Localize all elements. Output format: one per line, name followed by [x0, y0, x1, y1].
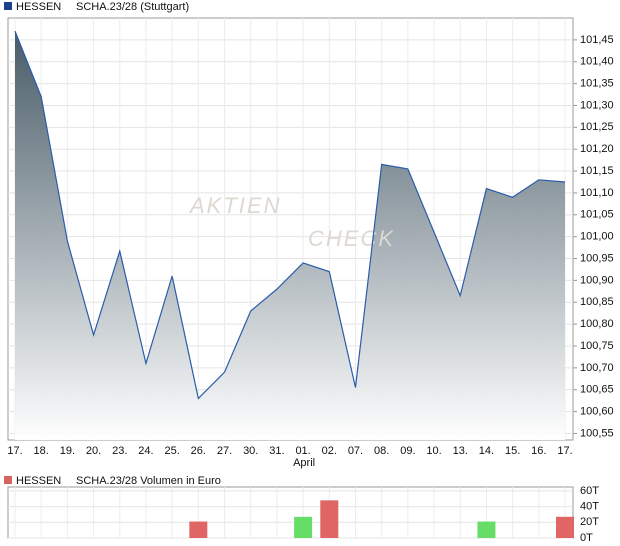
- y-tick-label: 100,75: [580, 340, 614, 352]
- y-tick-label: 101,35: [580, 78, 614, 90]
- y-tick-label: 20T: [580, 516, 599, 528]
- x-tick-label: 25.: [164, 445, 179, 457]
- watermark: CHECK: [308, 226, 395, 251]
- x-tick-label: 13.: [453, 445, 468, 457]
- y-tick-label: 101,25: [580, 121, 614, 133]
- x-tick-label: 15.: [505, 445, 520, 457]
- y-tick-label: 101,15: [580, 165, 614, 177]
- x-tick-label: 16.: [531, 445, 546, 457]
- y-tick-label: 100,55: [580, 427, 614, 439]
- watermark: AKTIEN: [188, 193, 281, 218]
- bar: [556, 516, 574, 538]
- x-tick-label: 02.: [322, 445, 337, 457]
- x-tick-label: 27.: [217, 445, 232, 457]
- y-tick-label: 101,20: [580, 143, 614, 155]
- y-tick-label: 40T: [580, 501, 599, 513]
- legend-label: HESSEN: [16, 1, 61, 13]
- chart-title: SCHA.23/28 Volumen in Euro: [76, 475, 221, 487]
- y-tick-label: 100,65: [580, 384, 614, 396]
- x-tick-label: 19.: [60, 445, 75, 457]
- bar: [189, 521, 208, 538]
- legend-swatch: [4, 2, 12, 10]
- x-tick-label: 14.: [479, 445, 494, 457]
- y-tick-label: 100,70: [580, 362, 614, 374]
- chart-title: SCHA.23/28 (Stuttgart): [76, 1, 189, 13]
- y-tick-label: 101,10: [580, 187, 614, 199]
- y-tick-label: 100,90: [580, 274, 614, 286]
- y-tick-label: 101,05: [580, 209, 614, 221]
- month-label: April: [293, 457, 315, 469]
- x-tick-label: 18.: [34, 445, 49, 457]
- y-tick-label: 100,85: [580, 296, 614, 308]
- bar: [477, 521, 496, 538]
- x-tick-label: 31.: [269, 445, 284, 457]
- y-tick-label: 100,80: [580, 318, 614, 330]
- y-tick-label: 100,60: [580, 405, 614, 417]
- y-tick-label: 0T: [580, 532, 593, 544]
- y-tick-label: 101,45: [580, 34, 614, 46]
- legend-swatch: [4, 476, 12, 484]
- x-tick-label: 10.: [426, 445, 441, 457]
- x-tick-label: 17.: [557, 445, 572, 457]
- x-tick-label: 26.: [191, 445, 206, 457]
- y-tick-label: 101,00: [580, 231, 614, 243]
- x-tick-label: 20.: [86, 445, 101, 457]
- y-tick-label: 101,40: [580, 56, 614, 68]
- x-tick-label: 09.: [400, 445, 415, 457]
- x-tick-label: 08.: [374, 445, 389, 457]
- x-tick-label: 01.: [295, 445, 310, 457]
- bar: [294, 516, 313, 538]
- y-tick-label: 100,95: [580, 252, 614, 264]
- x-tick-label: 17.: [7, 445, 22, 457]
- y-tick-label: 60T: [580, 485, 599, 497]
- x-tick-label: 07.: [348, 445, 363, 457]
- area: [15, 31, 565, 440]
- legend-label: HESSEN: [16, 475, 61, 487]
- line: [14, 30, 566, 400]
- y-tick-label: 101,30: [580, 99, 614, 111]
- x-tick-label: 30.: [243, 445, 258, 457]
- bar: [320, 500, 339, 538]
- x-tick-label: 23.: [112, 445, 127, 457]
- x-tick-label: 24.: [138, 445, 153, 457]
